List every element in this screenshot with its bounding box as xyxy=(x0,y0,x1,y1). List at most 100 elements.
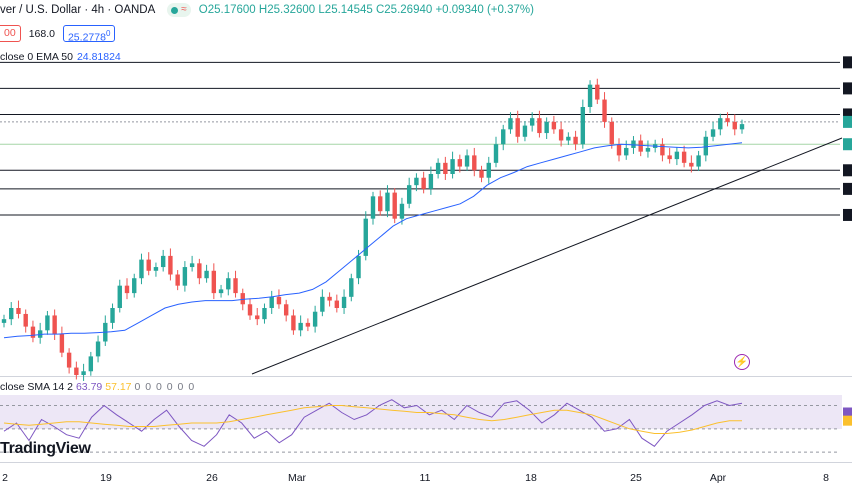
ema-line xyxy=(3,142,743,339)
candle-body xyxy=(262,308,267,320)
candle-body xyxy=(95,341,101,357)
x-tick-label: Apr xyxy=(709,472,727,484)
candle-body xyxy=(117,285,122,308)
candle-body xyxy=(74,367,79,375)
candle-body xyxy=(110,308,115,323)
candle-body xyxy=(732,121,737,130)
candle-body xyxy=(392,192,397,219)
trendline xyxy=(251,137,843,375)
candle-body xyxy=(443,162,448,174)
tradingview-logo: TradingView xyxy=(0,440,91,457)
candle-body xyxy=(283,304,289,316)
candle-body xyxy=(276,296,282,305)
candle-body xyxy=(573,136,578,145)
candle-body xyxy=(638,140,643,152)
buy-button[interactable]: 25.27780 xyxy=(62,25,116,44)
change-value: +0.09340 (+0.37%) xyxy=(435,4,534,16)
candle-body xyxy=(515,118,520,137)
pane-separator[interactable] xyxy=(0,376,852,377)
open-value: O25.17600 xyxy=(198,4,256,16)
level-price-tag xyxy=(843,208,852,221)
candle-body xyxy=(23,313,28,327)
candle-body xyxy=(66,352,72,368)
rsi-label: close SMA 14 2 xyxy=(0,381,73,393)
candle-body xyxy=(204,270,209,279)
candle-body xyxy=(435,162,441,174)
ema-value: 24.81824 xyxy=(76,51,121,63)
candle-body xyxy=(616,144,622,156)
candle-body xyxy=(240,293,245,305)
candle-body xyxy=(725,118,730,122)
candle-body xyxy=(450,159,455,174)
lightning-icon[interactable]: ⚡ xyxy=(734,354,750,370)
candle-body xyxy=(312,311,318,327)
candle-body xyxy=(580,107,586,145)
level-price-tag xyxy=(843,82,852,95)
candle-body xyxy=(370,196,376,219)
level-price-tag xyxy=(843,138,852,151)
candle-body xyxy=(667,155,672,160)
candle-body xyxy=(537,118,542,134)
spread-value: 168.0 xyxy=(28,27,55,40)
candle-body xyxy=(153,267,159,271)
x-tick-label: 26 xyxy=(206,472,218,484)
x-tick-label: 19 xyxy=(100,472,112,484)
ema-legend[interactable]: close 0 EMA 50 24.81824 xyxy=(0,51,121,63)
candle-body xyxy=(457,159,463,167)
level-price-tag xyxy=(843,115,852,128)
candle-body xyxy=(363,218,368,256)
rsi-ma-line xyxy=(3,405,742,434)
sell-button[interactable]: 00 xyxy=(0,25,21,42)
candle-body xyxy=(146,259,151,271)
candle-body xyxy=(508,118,513,130)
candle-body xyxy=(602,99,607,122)
level-price-tag xyxy=(843,56,852,69)
candle-body xyxy=(587,84,593,107)
candle-body xyxy=(175,274,180,286)
candle-body xyxy=(1,319,7,323)
rsi-zeros: 0 0 0 0 0 0 xyxy=(134,381,196,393)
trade-panel: 00 168.0 25.27780 xyxy=(0,25,116,44)
candle-body xyxy=(631,140,636,148)
x-tick-label: 18 xyxy=(525,472,537,484)
market-status-badge[interactable]: ≈ xyxy=(167,3,191,17)
candle-body xyxy=(696,155,701,167)
candle-body xyxy=(52,315,57,335)
candle-body xyxy=(81,371,86,375)
candle-body xyxy=(182,267,188,286)
candle-body xyxy=(269,296,274,308)
candle-body xyxy=(428,174,434,189)
candle-body xyxy=(739,124,745,130)
candle-body xyxy=(327,296,332,301)
buy-price-sup: 0 xyxy=(105,29,111,38)
candle-body xyxy=(124,285,130,294)
high-value: H25.32600 xyxy=(258,4,316,16)
rsi-legend[interactable]: close SMA 14 2 63.79 57.17 0 0 0 0 0 0 xyxy=(0,381,195,393)
candle-body xyxy=(558,129,564,141)
candle-body xyxy=(703,136,709,156)
candle-body xyxy=(255,315,260,320)
candle-body xyxy=(320,296,325,312)
candle-body xyxy=(168,255,173,275)
rsi-ma-tag xyxy=(843,415,852,426)
candle-body xyxy=(247,304,253,316)
candle-body xyxy=(486,162,491,178)
candle-body xyxy=(378,196,383,212)
candle-body xyxy=(160,255,166,268)
candle-body xyxy=(291,315,296,331)
close-value: C25.26940 xyxy=(375,4,433,16)
candle-body xyxy=(189,263,195,268)
buy-price: 25.2778 xyxy=(67,31,106,44)
candle-body xyxy=(681,151,687,163)
candle-body xyxy=(718,118,723,130)
symbol-title[interactable]: ver / U.S. Dollar · 4h · OANDA xyxy=(0,4,156,16)
candle-body xyxy=(472,155,477,171)
x-tick-label: 25 xyxy=(630,472,642,484)
candle-body xyxy=(544,121,549,134)
candle-body xyxy=(522,125,528,137)
candle-body xyxy=(88,356,94,372)
candle-body xyxy=(660,144,665,156)
candle-body xyxy=(349,278,354,297)
candle-body xyxy=(479,170,484,178)
